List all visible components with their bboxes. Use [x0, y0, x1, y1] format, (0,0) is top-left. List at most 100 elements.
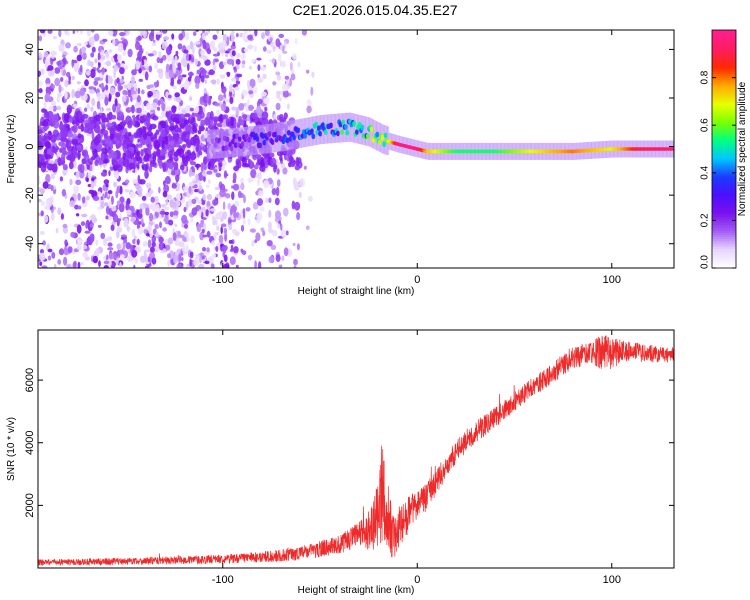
spectrogram-cell — [72, 149, 77, 155]
spectrogram-cell — [108, 252, 115, 260]
colorbar-swatch — [712, 192, 736, 196]
spectrogram-cell — [115, 91, 121, 98]
spectrogram-cell — [299, 118, 302, 148]
colorbar-swatch — [712, 99, 736, 102]
x-axis-label: Height of straight line (km) — [298, 585, 415, 596]
spectrogram-cell — [38, 198, 42, 203]
spectrogram-cell — [170, 81, 174, 86]
spectrogram-cell — [229, 96, 234, 104]
x-axis-label: Height of straight line (km) — [298, 286, 415, 297]
spectrogram-cell — [116, 243, 121, 250]
spectrogram-cell — [107, 75, 111, 84]
spectrogram-cell — [185, 124, 191, 132]
colorbar-swatch — [712, 240, 736, 243]
spectrogram-cell — [340, 129, 344, 135]
spectrogram-cell — [148, 143, 153, 151]
spectrogram-cell — [90, 181, 95, 189]
spectrogram-cell — [156, 148, 161, 157]
spectrogram-cell — [189, 251, 194, 259]
spectrogram-cell — [329, 122, 334, 129]
spectrogram-cell — [255, 218, 261, 224]
spectrogram-cell — [164, 140, 169, 146]
spectrogram-cell — [71, 250, 76, 255]
spectrogram-cell — [158, 236, 164, 244]
spectrogram-cell — [329, 114, 332, 144]
spectrogram-cell — [337, 113, 341, 143]
spectrogram-cell — [43, 215, 49, 223]
spectrogram-cell — [163, 180, 166, 187]
spectrogram-cell — [38, 142, 44, 150]
colorbar-swatch — [712, 266, 736, 269]
spectrogram-cell — [360, 124, 365, 131]
spectrogram-cell — [120, 234, 127, 238]
spectrogram-cell — [134, 258, 138, 264]
spectrogram-cell — [263, 124, 266, 154]
spectrogram-cell — [114, 174, 119, 180]
colorbar: 0.0 0.2 0.4 0.6 0.8 Normalized spectral ampli… — [700, 29, 748, 269]
spectrogram-cell — [74, 62, 80, 68]
spectrogram-cell — [103, 265, 109, 268]
colorbar-swatch — [712, 246, 736, 249]
spectrogram-cell — [225, 53, 229, 58]
spectrogram-cell — [143, 228, 148, 235]
spectrogram-cell — [352, 121, 357, 127]
spectrogram-cell — [107, 139, 113, 147]
spectrogram-cell — [106, 113, 110, 123]
spectrogram-cell — [174, 92, 180, 98]
spectrogram-cell — [341, 119, 346, 126]
spectrogram-cell — [148, 32, 155, 42]
spectrogram-cell — [215, 246, 219, 252]
spectrogram-cell — [104, 50, 109, 58]
spectrogram-cell — [351, 113, 354, 143]
spectrogram-cell — [106, 107, 112, 112]
spectrogram-cell — [103, 260, 110, 265]
spectrogram-cell — [119, 31, 126, 37]
spectrogram-cell — [105, 215, 109, 220]
colorbar-swatch — [712, 45, 736, 49]
spectrogram-cell — [281, 60, 287, 68]
spectrogram-cell — [112, 213, 119, 223]
spectrogram-cell — [255, 232, 261, 242]
spectrogram-cell — [86, 104, 91, 110]
spectrogram-cell — [97, 224, 102, 228]
spectrogram-cell — [202, 234, 208, 238]
spectrogram-cell — [212, 53, 219, 57]
spectrogram-cell — [175, 251, 178, 256]
spectrogram-cell — [52, 129, 59, 138]
colorbar-swatch — [712, 180, 736, 184]
colorbar-swatch — [712, 103, 736, 106]
spectrogram-cell — [58, 248, 65, 256]
y-tick-label: 6000 — [24, 368, 36, 392]
spectrogram-cell — [228, 141, 233, 148]
spectrogram-cell — [149, 232, 154, 238]
spectrogram-cell — [266, 240, 273, 247]
spectrogram-cell — [184, 31, 190, 41]
spectrogram-cell — [52, 36, 58, 40]
spectrogram-cell — [212, 34, 218, 40]
colorbar-tick-label: 0.4 — [700, 165, 711, 179]
spectrogram-cell — [137, 87, 141, 95]
colorbar-swatch — [712, 198, 736, 202]
spectrogram-cell — [127, 82, 132, 90]
spectrogram-cell — [265, 197, 269, 204]
spectrogram-cell — [175, 96, 182, 103]
spectrogram-cell — [193, 137, 197, 147]
spectrogram-cell — [89, 223, 94, 228]
spectrogram-cell — [45, 141, 51, 150]
colorbar-swatch — [712, 107, 736, 110]
spectrogram-cell — [221, 86, 227, 94]
spectrogram-cell — [262, 139, 267, 146]
spectrogram-cell — [240, 53, 246, 60]
spectrogram-cell — [294, 201, 301, 211]
colorbar-swatch — [712, 242, 736, 245]
spectrogram-cell — [268, 123, 271, 153]
y-axis-label: Frequency (Hz) — [6, 115, 17, 184]
spectrogram-cell — [123, 84, 129, 89]
spectrogram-cell — [279, 97, 282, 102]
spectrogram-cell — [370, 118, 373, 148]
colorbar-swatch — [712, 256, 736, 259]
colorbar-swatch — [712, 206, 736, 210]
spectrogram-cell — [180, 57, 186, 66]
colorbar-swatch — [712, 53, 736, 57]
spectrogram-cell — [142, 30, 147, 39]
